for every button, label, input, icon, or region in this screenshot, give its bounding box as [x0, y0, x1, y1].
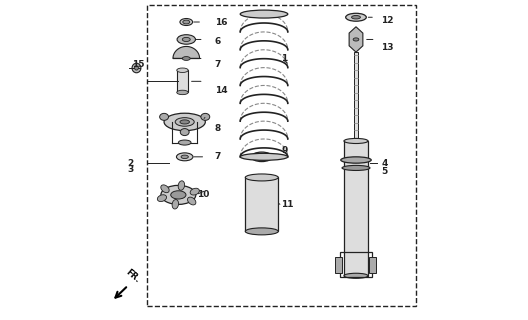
Text: 14: 14: [215, 86, 228, 95]
Ellipse shape: [177, 35, 195, 44]
Text: 10: 10: [197, 190, 210, 199]
Text: 2: 2: [128, 159, 134, 168]
Ellipse shape: [177, 90, 188, 95]
Ellipse shape: [176, 153, 193, 161]
Bar: [344, 141, 368, 276]
Ellipse shape: [159, 113, 168, 120]
Ellipse shape: [181, 155, 188, 159]
Ellipse shape: [157, 195, 166, 202]
Ellipse shape: [180, 19, 193, 26]
Ellipse shape: [344, 139, 368, 143]
Text: 1: 1: [281, 54, 288, 63]
Text: 9: 9: [281, 146, 288, 155]
Ellipse shape: [161, 185, 196, 204]
Ellipse shape: [180, 129, 189, 136]
Ellipse shape: [171, 191, 186, 199]
Bar: [177, 70, 188, 92]
Ellipse shape: [178, 181, 185, 190]
Ellipse shape: [201, 113, 210, 120]
Ellipse shape: [180, 120, 190, 124]
Ellipse shape: [161, 185, 169, 193]
Text: 6: 6: [215, 36, 221, 45]
Ellipse shape: [353, 38, 359, 41]
Ellipse shape: [182, 57, 190, 60]
Ellipse shape: [177, 68, 188, 72]
Text: 8: 8: [215, 124, 221, 133]
Text: 5: 5: [381, 167, 388, 176]
Ellipse shape: [259, 156, 265, 158]
Ellipse shape: [352, 15, 361, 19]
Ellipse shape: [132, 63, 141, 73]
Ellipse shape: [240, 10, 288, 18]
Text: 7: 7: [215, 152, 221, 161]
Text: 7: 7: [215, 60, 221, 69]
Text: 11: 11: [281, 200, 294, 209]
Ellipse shape: [172, 200, 178, 209]
Ellipse shape: [164, 113, 205, 131]
Text: 15: 15: [133, 60, 145, 69]
Text: 12: 12: [381, 16, 394, 25]
Ellipse shape: [240, 153, 288, 160]
Ellipse shape: [190, 188, 200, 195]
Text: 16: 16: [215, 18, 228, 27]
Bar: [335, 257, 342, 273]
Ellipse shape: [341, 157, 371, 163]
Ellipse shape: [178, 140, 191, 145]
Ellipse shape: [346, 13, 366, 21]
Ellipse shape: [344, 273, 368, 278]
Text: 3: 3: [128, 165, 134, 174]
Bar: [369, 257, 375, 273]
Ellipse shape: [187, 197, 196, 205]
Ellipse shape: [183, 20, 190, 24]
Bar: [354, 52, 358, 141]
Text: 4: 4: [381, 159, 388, 168]
Ellipse shape: [135, 66, 138, 70]
Text: FR.: FR.: [125, 268, 142, 284]
Bar: [246, 178, 278, 231]
Ellipse shape: [182, 37, 190, 42]
Ellipse shape: [246, 228, 278, 235]
Ellipse shape: [251, 152, 272, 162]
Ellipse shape: [246, 174, 278, 181]
Polygon shape: [349, 27, 363, 52]
Ellipse shape: [342, 165, 370, 171]
Text: 13: 13: [381, 43, 394, 52]
Polygon shape: [173, 46, 200, 59]
Ellipse shape: [175, 118, 194, 126]
